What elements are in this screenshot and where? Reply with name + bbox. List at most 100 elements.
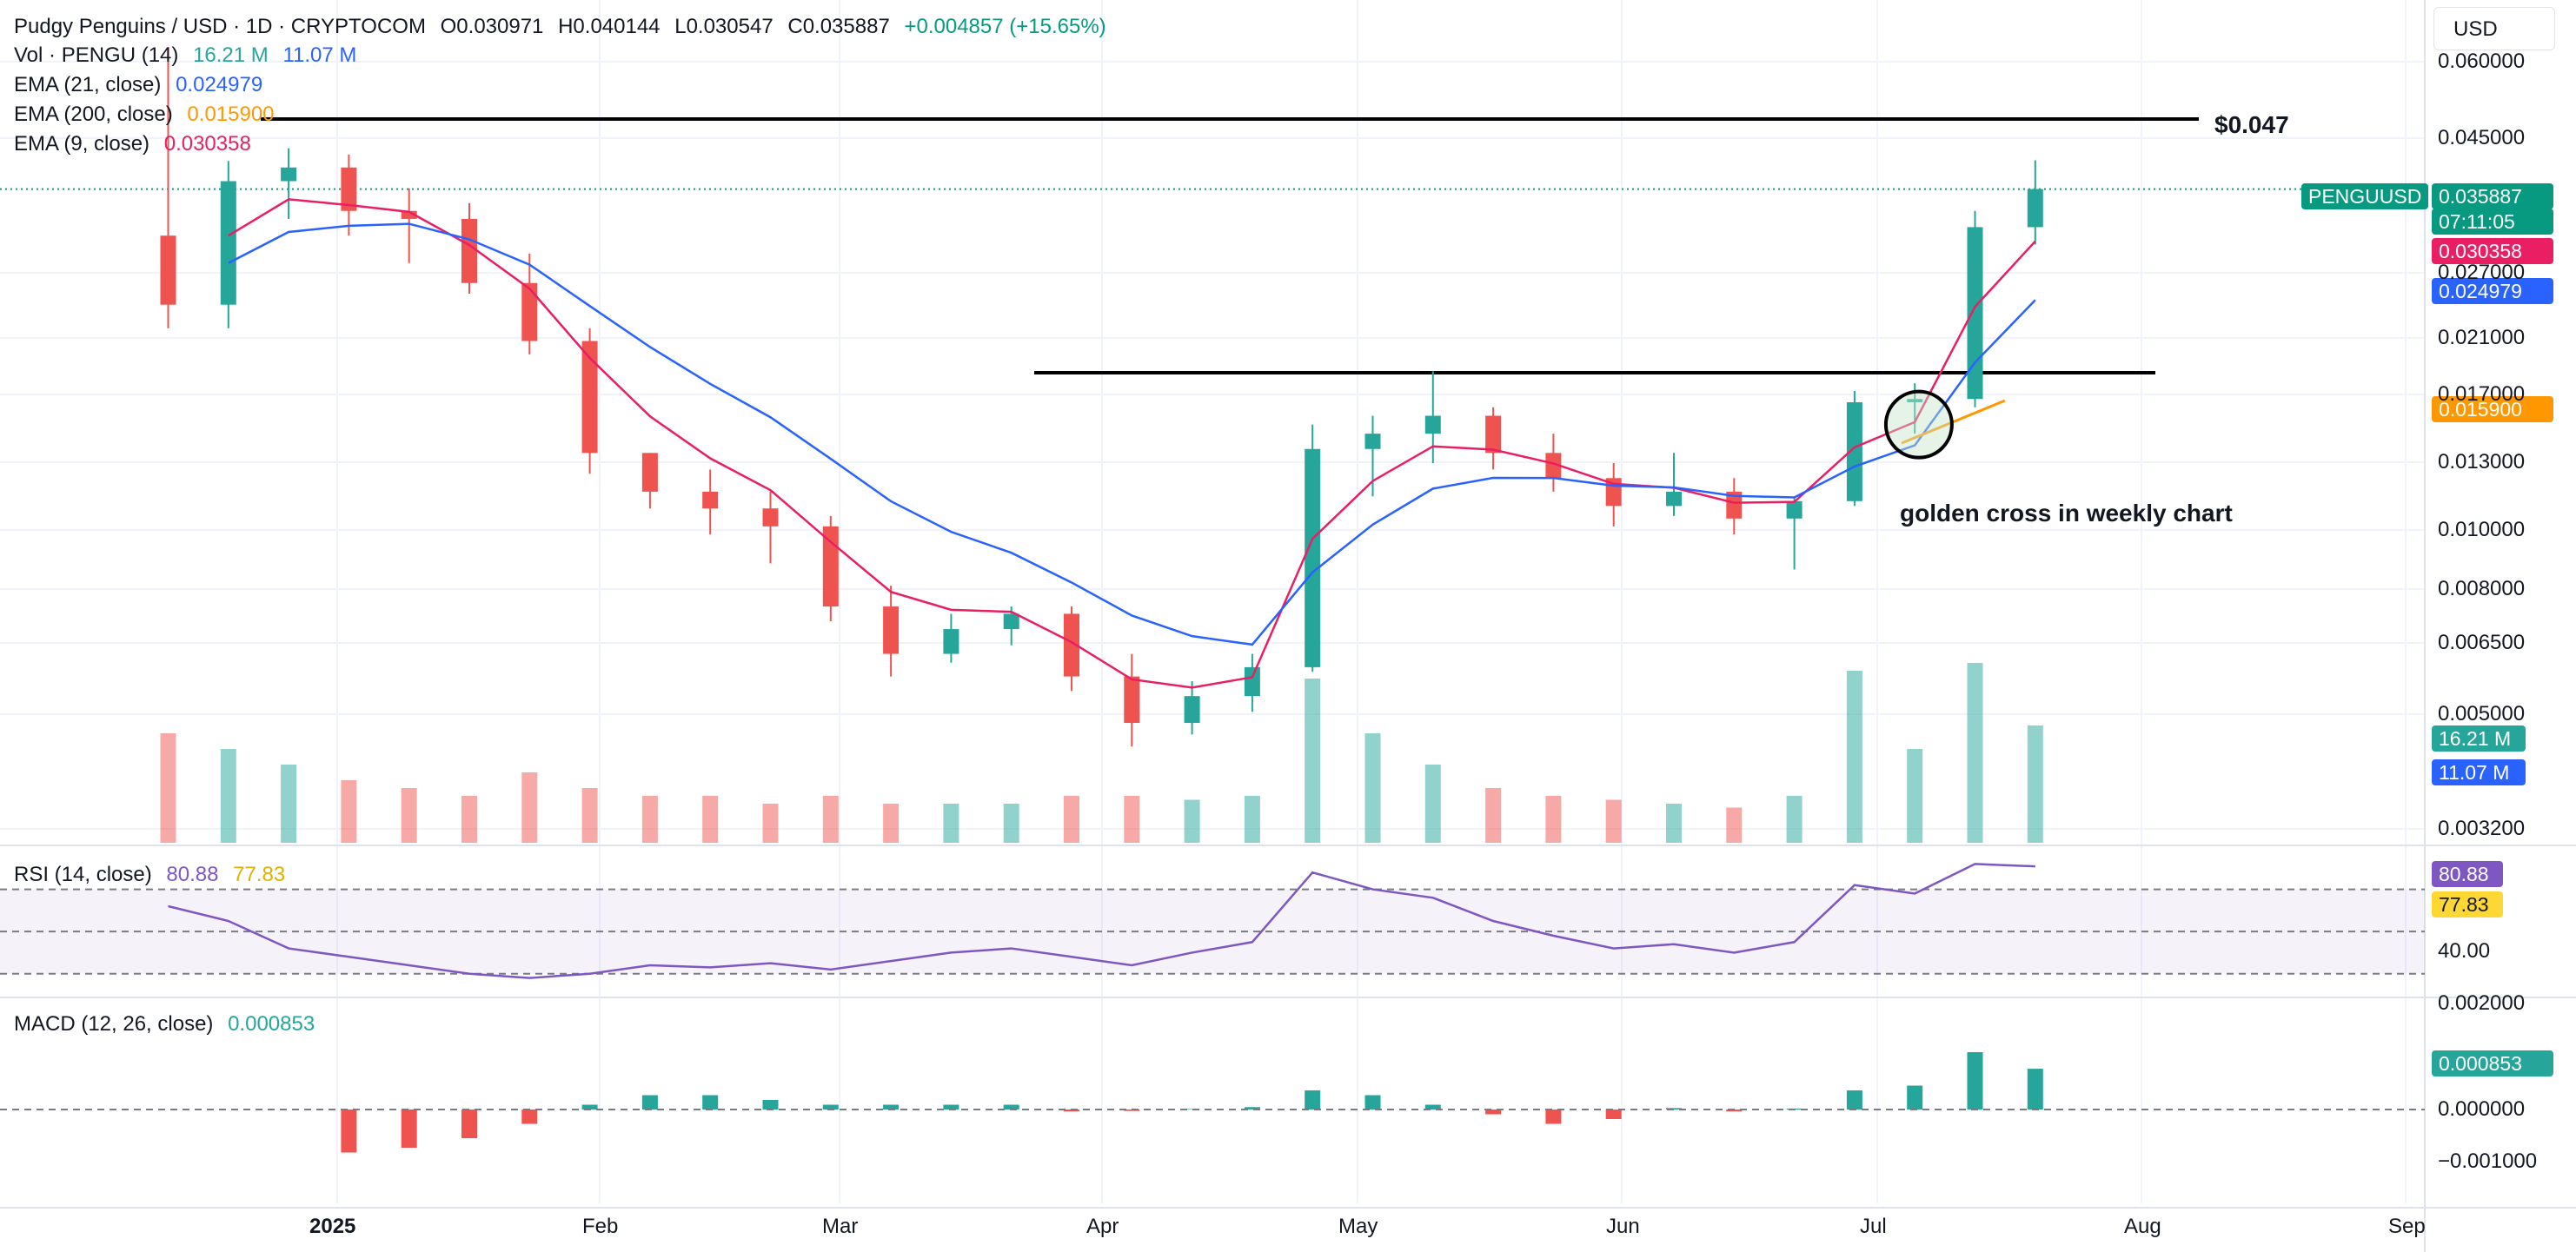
candle-body (2027, 189, 2043, 228)
candle-body (160, 235, 176, 305)
volume-bar (762, 804, 779, 843)
macd-histogram-bar (1424, 1104, 1441, 1110)
change-value: +0.004857 (+15.65%) (904, 15, 1106, 38)
price-tick: 0.008000 (2438, 577, 2526, 600)
candle-body (1485, 415, 1502, 454)
volume-bar (1184, 799, 1200, 843)
time-tick: Sep (2388, 1215, 2426, 1238)
macd-legend[interactable]: MACD (12, 26, close) 0.000853 (14, 1012, 315, 1036)
rsi1-tag: 80.88 (2432, 861, 2503, 887)
candle-body (220, 181, 236, 305)
resistance-label: $0.047 (2214, 111, 2289, 138)
candle-body (762, 508, 779, 527)
volume-bar (1244, 796, 1260, 843)
symbol-title[interactable]: Pudgy Penguins / USD · 1D · CRYPTOCOM (14, 15, 426, 38)
macd-histogram-bar (1846, 1090, 1862, 1110)
volume-bar (1605, 799, 1622, 843)
price-tick: 0.021000 (2438, 326, 2526, 349)
volume-bar (1003, 804, 1019, 843)
macd-histogram-bar (702, 1095, 719, 1110)
volume-bar (1424, 765, 1441, 843)
volume-bar (1786, 796, 1803, 843)
candle-body (281, 167, 297, 182)
high-value: 0.040144 (573, 15, 661, 38)
ema200-legend[interactable]: EMA (200, close) 0.015900 (14, 103, 275, 126)
vol-legend[interactable]: Vol · PENGU (14) 16.21 M 11.07 M (14, 43, 357, 67)
macd-histogram-bar (1364, 1095, 1381, 1110)
candle-body (641, 453, 658, 492)
candle-body (1184, 696, 1200, 724)
volume-bar (883, 804, 900, 843)
volume-bar (401, 788, 417, 843)
macd-histogram-bar (581, 1104, 598, 1110)
candle-body (341, 167, 357, 211)
candle-body (1305, 448, 1321, 667)
golden-cross-circle (1883, 389, 1954, 460)
ema9-line (228, 198, 2036, 689)
price-tick: 0.005000 (2438, 702, 2526, 725)
volume-bar (160, 733, 176, 843)
volume-bar (1545, 796, 1562, 843)
macd-histogram-bar (461, 1110, 477, 1138)
volume-bar (1846, 671, 1862, 843)
candle-body (1244, 666, 1260, 697)
time-tick: Feb (582, 1215, 619, 1238)
vol2-tag: 11.07 M (2432, 759, 2526, 785)
macd-histogram-bar (521, 1110, 538, 1124)
macd-histogram-bar (641, 1095, 658, 1110)
vol1-tag: 16.21 M (2432, 725, 2526, 752)
candle-body (461, 218, 477, 283)
macd-tick: −0.001000 (2438, 1149, 2538, 1173)
macd-histogram-bar (822, 1104, 839, 1110)
price-tick: 0.027000 (2438, 261, 2526, 284)
ema21-legend[interactable]: EMA (21, close) 0.024979 (14, 73, 263, 96)
candle-body (1545, 453, 1562, 479)
macd-histogram-bar (1545, 1110, 1562, 1124)
candle-body (1064, 613, 1079, 677)
candle-body (1424, 415, 1441, 434)
ema21-line (228, 222, 2036, 646)
price-tick: 0.010000 (2438, 518, 2526, 541)
macd-histogram-bar (1726, 1110, 1743, 1112)
candle-body (1666, 491, 1682, 507)
rsi-legend[interactable]: RSI (14, close) 80.88 77.83 (14, 863, 286, 886)
macd-histogram-bar (1666, 1108, 1682, 1110)
price-tick: 0.013000 (2438, 450, 2526, 474)
candle-body (521, 282, 538, 341)
rsi2-tag: 77.83 (2432, 891, 2503, 917)
macd-tick: 0.000000 (2438, 1097, 2526, 1121)
ema9-legend[interactable]: EMA (9, close) 0.030358 (14, 132, 251, 156)
golden-cross-label: golden cross in weekly chart (1900, 500, 2233, 527)
candle-body (1786, 500, 1803, 519)
volume-bar (1485, 788, 1502, 843)
candle-body (943, 629, 959, 654)
volume-bar (341, 780, 357, 843)
candle-body (1003, 613, 1019, 630)
candle-body (1364, 434, 1381, 449)
last-price-tag: 0.035887 (2432, 183, 2553, 209)
time-tick: Aug (2124, 1215, 2161, 1238)
volume-bar (1967, 663, 1983, 843)
macd-histogram-bar (1485, 1110, 1502, 1115)
macd-tag: 0.000853 (2432, 1050, 2553, 1076)
currency-button[interactable]: USD (2433, 7, 2555, 50)
volume-bar (1666, 804, 1682, 843)
macd-tick: 0.002000 (2438, 991, 2526, 1015)
time-tick: Mar (822, 1215, 859, 1238)
price-tick: 0.045000 (2438, 126, 2526, 149)
volume-bar (521, 772, 538, 843)
candle-body (1907, 399, 1923, 402)
macd-histogram-bar (1907, 1085, 1923, 1110)
macd-histogram-bar (1967, 1052, 1983, 1110)
rsi-tick: 40.00 (2438, 939, 2491, 963)
macd-histogram-bar (762, 1100, 779, 1110)
volume-bar (702, 796, 719, 843)
time-tick: May (1338, 1215, 1378, 1238)
volume-bar (1305, 679, 1321, 843)
volume-bar (1726, 807, 1743, 843)
volume-bar (1364, 733, 1381, 843)
macd-histogram-bar (1605, 1110, 1622, 1119)
macd-histogram-bar (943, 1104, 959, 1110)
time-tick: Apr (1086, 1215, 1119, 1238)
